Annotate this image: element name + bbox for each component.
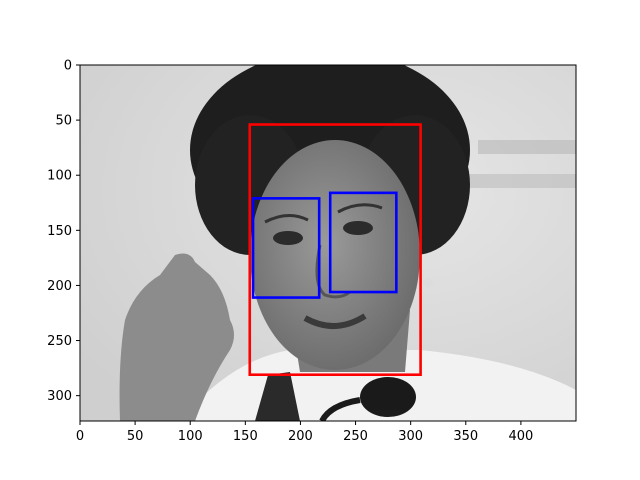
x-tick-label: 250: [343, 429, 368, 444]
y-tick-label: 150: [47, 224, 72, 239]
y-tick-label: 0: [64, 59, 72, 74]
y-tick-label: 50: [55, 114, 72, 129]
bounding-box-eye-2: [328, 191, 398, 294]
y-tick-label: 200: [47, 279, 72, 294]
y-axis: 0 50 100 150 200 250 300: [47, 59, 80, 404]
bounding-box-eye-1: [251, 197, 321, 299]
bounding-boxes: [248, 123, 422, 377]
x-tick-label: 350: [453, 429, 478, 444]
x-tick-label: 300: [398, 429, 423, 444]
bounding-box-face-0: [248, 123, 422, 377]
x-tick-label: 400: [508, 429, 533, 444]
x-tick-label: 0: [76, 429, 84, 444]
y-tick-label: 100: [47, 169, 72, 184]
x-axis: 0 50 100 150 200 250 300 350 400: [76, 421, 533, 444]
y-tick-label: 250: [47, 334, 72, 349]
y-tick-label: 300: [47, 389, 72, 404]
x-tick-label: 200: [288, 429, 313, 444]
x-tick-label: 150: [233, 429, 258, 444]
x-tick-label: 50: [127, 429, 144, 444]
plot-frame: [79, 64, 577, 422]
photo-image: [80, 65, 576, 421]
x-tick-label: 100: [178, 429, 203, 444]
